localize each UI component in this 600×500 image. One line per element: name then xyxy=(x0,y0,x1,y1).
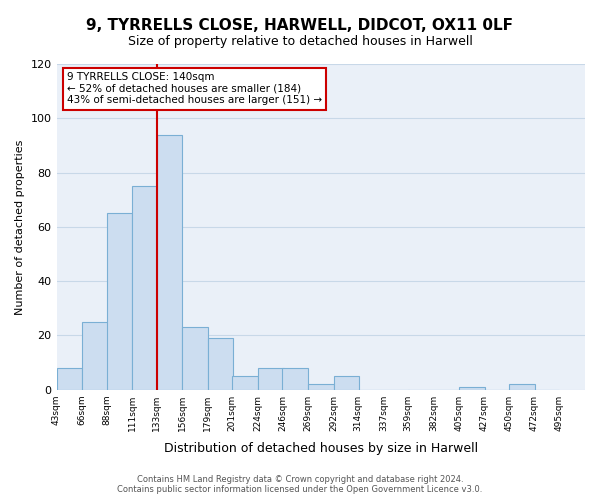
Bar xyxy=(107,214,132,390)
X-axis label: Distribution of detached houses by size in Harwell: Distribution of detached houses by size … xyxy=(164,442,478,455)
Bar xyxy=(509,384,535,390)
Bar xyxy=(208,338,233,390)
Text: 9, TYRRELLS CLOSE, HARWELL, DIDCOT, OX11 0LF: 9, TYRRELLS CLOSE, HARWELL, DIDCOT, OX11… xyxy=(86,18,514,32)
Text: Contains HM Land Registry data © Crown copyright and database right 2024.
Contai: Contains HM Land Registry data © Crown c… xyxy=(118,474,482,494)
Bar xyxy=(232,376,258,390)
Text: 9 TYRRELLS CLOSE: 140sqm
← 52% of detached houses are smaller (184)
43% of semi-: 9 TYRRELLS CLOSE: 140sqm ← 52% of detach… xyxy=(67,72,322,106)
Bar xyxy=(157,134,182,390)
Bar xyxy=(459,387,485,390)
Bar xyxy=(182,327,208,390)
Bar xyxy=(308,384,334,390)
Bar xyxy=(82,322,108,390)
Y-axis label: Number of detached properties: Number of detached properties xyxy=(15,139,25,314)
Bar xyxy=(132,186,158,390)
Bar xyxy=(56,368,82,390)
Text: Size of property relative to detached houses in Harwell: Size of property relative to detached ho… xyxy=(128,35,472,48)
Bar xyxy=(334,376,359,390)
Bar xyxy=(283,368,308,390)
Bar xyxy=(258,368,284,390)
